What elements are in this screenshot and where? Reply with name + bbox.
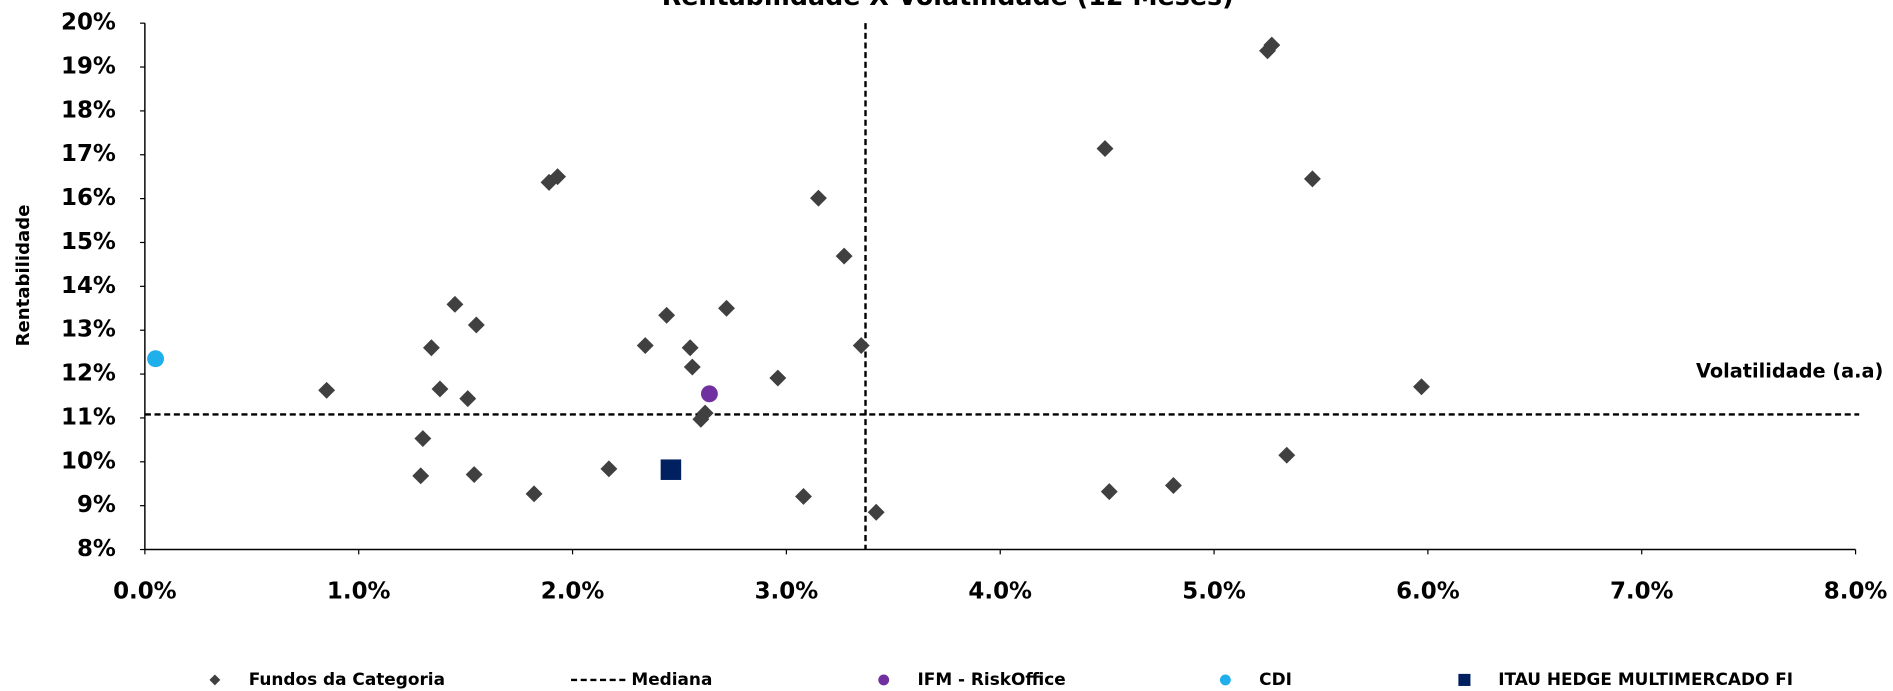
x-tick-label: 4.0% xyxy=(968,578,1032,604)
y-tick-label: 14% xyxy=(61,273,116,299)
legend-swatch xyxy=(1458,673,1471,686)
point xyxy=(681,339,699,357)
x-tick-label: 1.0% xyxy=(327,578,391,604)
y-tick-label: 12% xyxy=(61,361,116,387)
y-tick-label: 9% xyxy=(77,492,116,518)
x-tick-label: 6.0% xyxy=(1396,578,1460,604)
point xyxy=(412,467,430,485)
point xyxy=(1303,170,1321,188)
y-tick-label: 15% xyxy=(61,229,116,255)
point xyxy=(414,430,432,448)
point xyxy=(422,339,440,357)
y-tick-label: 18% xyxy=(61,97,116,123)
legend-label: Fundos da Categoria xyxy=(249,669,445,689)
legend-swatch xyxy=(878,674,890,686)
x-tick-label: 5.0% xyxy=(1182,578,1246,604)
point xyxy=(769,369,787,387)
point xyxy=(600,460,618,478)
point xyxy=(1164,477,1182,494)
point xyxy=(660,459,682,480)
legend-label: IFM - RiskOffice xyxy=(918,669,1066,689)
x-tick-label: 8.0% xyxy=(1824,578,1888,604)
y-tick-label: 10% xyxy=(61,448,116,474)
point xyxy=(1278,446,1296,464)
point xyxy=(318,381,336,399)
point xyxy=(549,168,567,186)
y-tick-label: 20% xyxy=(61,10,116,36)
point xyxy=(852,337,870,355)
point xyxy=(636,337,654,355)
y-tick-label: 19% xyxy=(61,54,116,80)
x-axis-title: Volatilidade (a.a) xyxy=(1696,360,1883,383)
y-tick-label: 17% xyxy=(61,141,116,167)
y-tick-label: 11% xyxy=(61,404,116,430)
point xyxy=(431,380,449,398)
legend-swatch xyxy=(1219,674,1231,686)
y-tick-label: 13% xyxy=(61,317,116,343)
legend-swatch xyxy=(209,674,221,686)
legend-label: Mediana xyxy=(631,669,712,689)
point xyxy=(147,350,165,368)
point xyxy=(1413,378,1430,396)
x-tick-label: 7.0% xyxy=(1610,578,1674,604)
chart-title: Rentabilidade X Volatilidade (12 Meses) xyxy=(662,0,1234,11)
legend-label: ITAU HEDGE MULTIMERCADO FI xyxy=(1498,669,1793,689)
point xyxy=(465,466,483,483)
point xyxy=(525,485,543,503)
point xyxy=(446,295,464,313)
x-tick-label: 2.0% xyxy=(541,578,605,604)
point xyxy=(795,488,812,505)
x-tick-label: 3.0% xyxy=(755,578,819,604)
y-tick-label: 8% xyxy=(77,536,116,562)
x-tick-label: 0.0% xyxy=(113,578,177,604)
point xyxy=(1100,483,1118,501)
point xyxy=(467,316,485,334)
y-axis-title: Rentabilidade xyxy=(13,205,34,347)
point xyxy=(835,247,853,265)
point xyxy=(867,503,885,521)
point xyxy=(683,358,701,376)
point xyxy=(459,390,477,408)
point xyxy=(810,189,827,207)
legend-label: CDI xyxy=(1259,669,1292,689)
point xyxy=(700,385,718,403)
y-tick-label: 16% xyxy=(61,185,116,211)
point xyxy=(718,299,735,317)
point xyxy=(658,306,676,324)
point xyxy=(1096,140,1114,158)
